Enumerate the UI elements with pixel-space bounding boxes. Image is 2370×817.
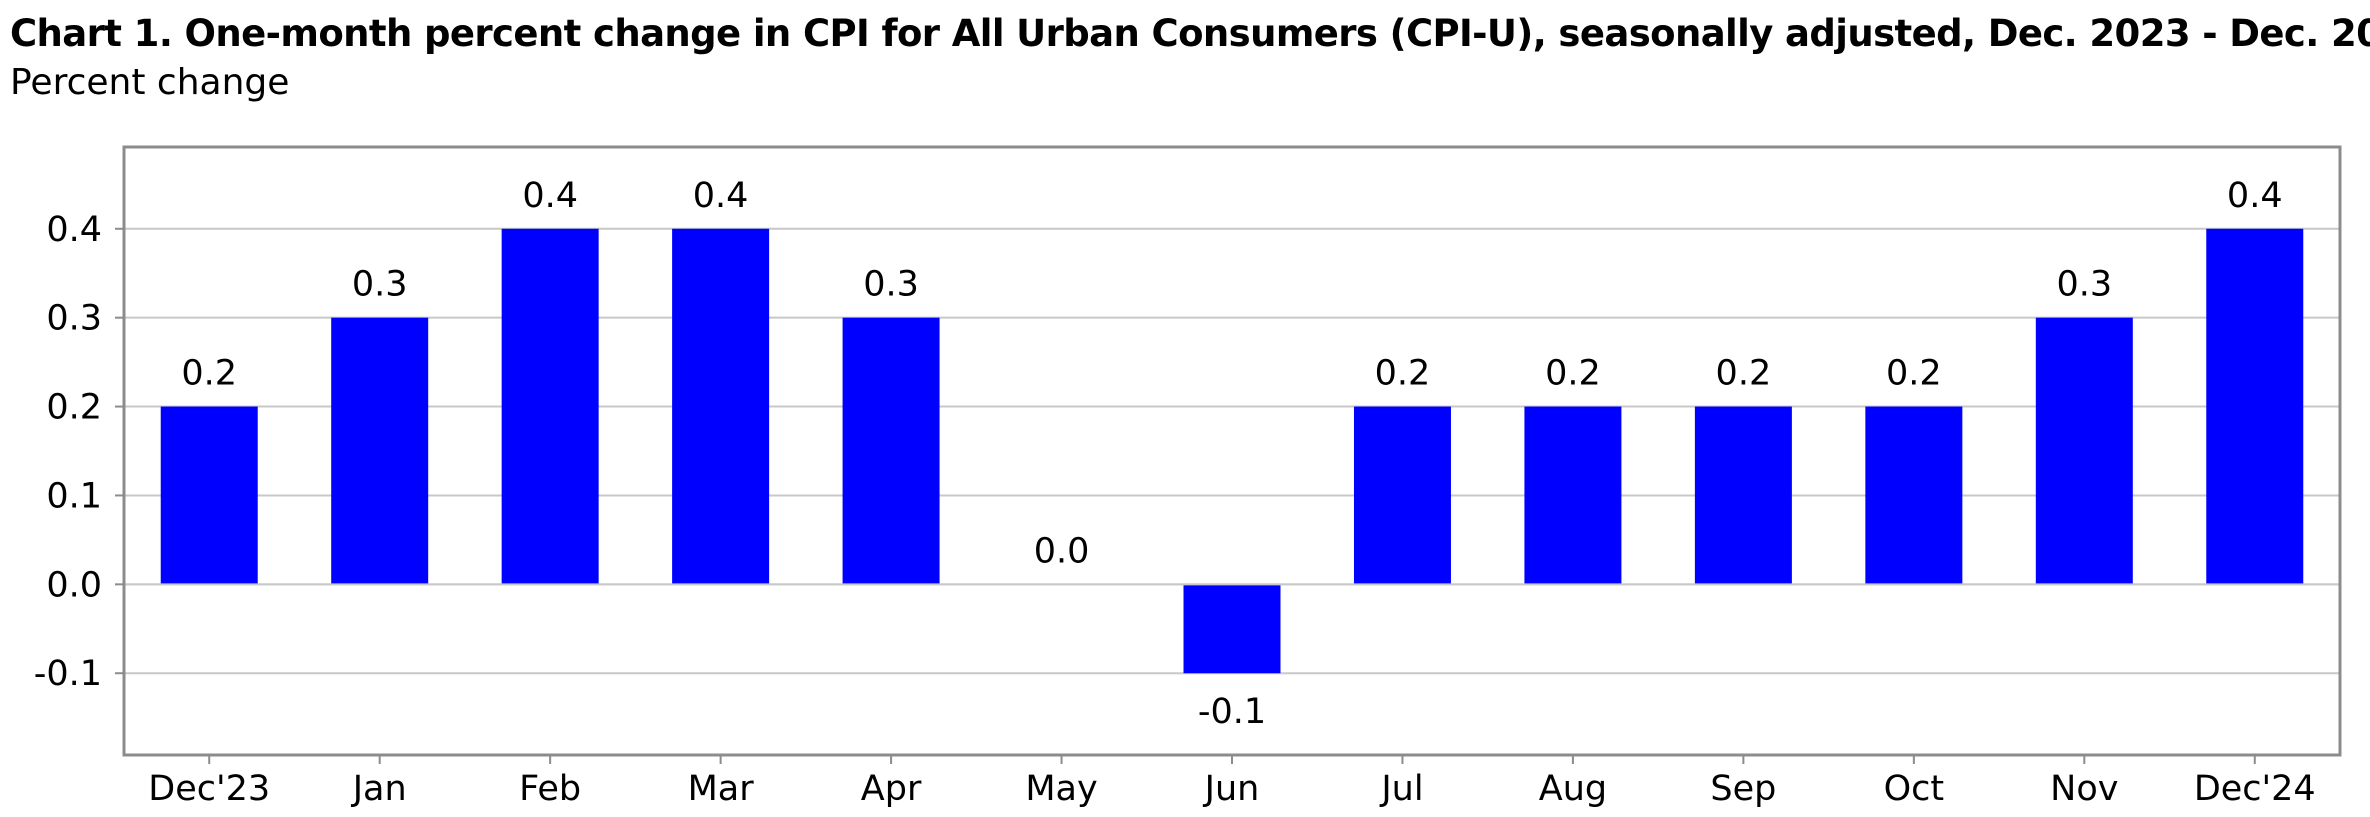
data-label: -0.1 [1198, 692, 1266, 732]
x-tick-label: Dec'24 [2194, 769, 2316, 809]
x-tick-label: Mar [688, 769, 755, 809]
bar [672, 228, 770, 585]
data-label: 0.4 [522, 176, 578, 216]
x-tick-label: Nov [2050, 769, 2118, 809]
bar [1694, 406, 1792, 585]
x-axis-ticks: Dec'23 Jan Feb Mar Apr May Jun Jul Aug Sep Oct Nov D… [148, 755, 2316, 809]
y-tick-label: -0.1 [34, 654, 102, 694]
data-label: 0.4 [693, 176, 749, 216]
data-label: 0.3 [2056, 265, 2112, 305]
bars [160, 228, 2304, 674]
data-label: 0.2 [1716, 354, 1772, 394]
bar [2206, 228, 2304, 585]
bar [501, 228, 599, 585]
x-tick-label: Jun [1203, 769, 1260, 809]
y-tick-label: 0.0 [46, 565, 102, 605]
bar [1183, 584, 1281, 674]
bar [2035, 317, 2133, 585]
x-tick-label: Oct [1884, 769, 1945, 809]
x-tick-label: Apr [861, 769, 922, 809]
x-tick-label: Jan [351, 769, 407, 809]
chart-title: Chart 1. One-month percent change in CPI… [10, 12, 2370, 55]
grid-lines [124, 227, 2340, 675]
data-label: 0.3 [352, 265, 408, 305]
data-label: 0.3 [863, 265, 919, 305]
data-label: 0.2 [1545, 354, 1601, 394]
x-tick-label: Sep [1710, 769, 1776, 809]
bar [1865, 406, 1963, 585]
bar [160, 406, 258, 585]
y-tick-label: 0.3 [46, 299, 102, 339]
y-axis-ticks: -0.1 0.0 0.1 0.2 0.3 0.4 [34, 210, 124, 694]
data-label: 0.2 [1886, 354, 1942, 394]
bar [1524, 406, 1622, 585]
bar [331, 317, 429, 585]
x-tick-label: May [1025, 769, 1097, 809]
chart-subtitle: Percent change [10, 62, 290, 103]
x-tick-label: Aug [1539, 769, 1607, 809]
data-labels: 0.2 0.3 0.4 0.4 0.3 0.0 -0.1 0.2 0.2 0.2 0.2 0.3 0.4 [181, 176, 2282, 732]
x-tick-label: Feb [519, 769, 581, 809]
data-label: 0.0 [1034, 531, 1090, 571]
y-tick-label: 0.4 [46, 210, 102, 250]
bar [1353, 406, 1451, 585]
x-tick-label: Dec'23 [148, 769, 270, 809]
data-label: 0.4 [2227, 176, 2283, 216]
bar [842, 317, 940, 585]
x-tick-label: Jul [1379, 769, 1423, 809]
y-tick-label: 0.2 [46, 388, 102, 428]
data-label: 0.2 [1375, 354, 1431, 394]
data-label: 0.2 [181, 354, 237, 394]
y-tick-label: 0.1 [46, 476, 102, 516]
